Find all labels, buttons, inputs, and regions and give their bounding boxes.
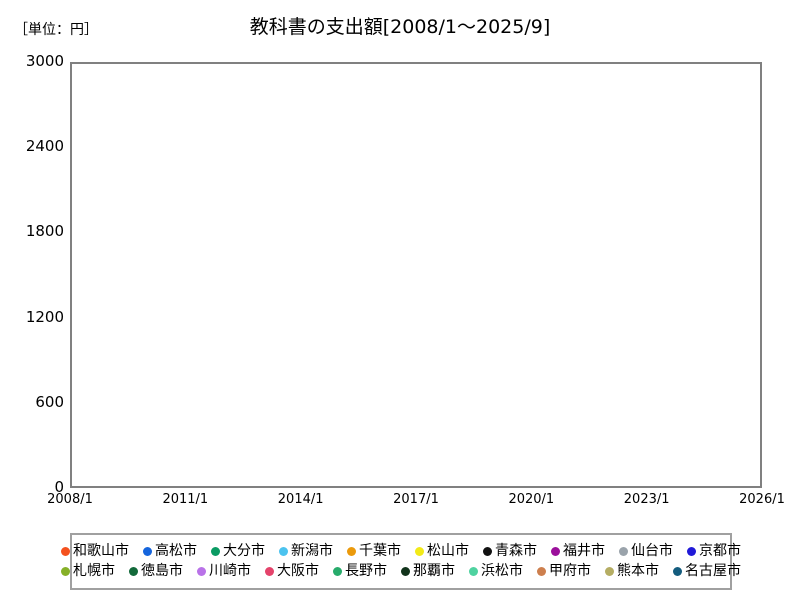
legend-marker-icon — [61, 546, 70, 556]
legend-item[interactable]: 千葉市 — [347, 544, 401, 558]
legend-label: 京都市 — [699, 543, 741, 559]
legend-label: 那覇市 — [413, 563, 455, 579]
legend-marker-icon — [483, 546, 492, 556]
unit-label: ［単位：円］ — [14, 22, 98, 38]
legend-marker-icon — [197, 566, 206, 576]
legend-marker-icon — [605, 566, 614, 576]
legend-item[interactable]: 和歌山市 — [61, 544, 129, 558]
legend-item[interactable]: 大阪市 — [265, 564, 319, 578]
legend-marker-icon — [61, 566, 70, 576]
x-axis-tick-labels: 2008/1 2011/1 2014/1 2017/1 2020/1 2023/1 2026… — [0, 492, 800, 514]
y-axis-tick-labels: 0 600 1200 1800 2400 3000 — [0, 52, 64, 496]
legend-label: 川崎市 — [209, 563, 251, 579]
legend-label: 新潟市 — [291, 543, 333, 559]
legend-label: 名古屋市 — [685, 563, 741, 579]
legend-marker-icon — [415, 546, 424, 556]
y-tick-label: 1800 — [25, 222, 64, 241]
legend-marker-icon — [619, 546, 628, 556]
legend-item[interactable]: 川崎市 — [197, 564, 251, 578]
legend-label: 仙台市 — [631, 543, 673, 559]
legend-item[interactable]: 名古屋市 — [673, 564, 741, 578]
legend-item[interactable]: 福井市 — [551, 544, 605, 558]
x-tick-label: 2011/1 — [162, 492, 209, 507]
legend-row-1: 和歌山市 高松市 大分市 新潟市 千葉市 松山市 青森市 福井市 仙台市 京都市 — [61, 541, 741, 561]
legend-item[interactable]: 新潟市 — [279, 544, 333, 558]
legend-item[interactable]: 熊本市 — [605, 564, 659, 578]
x-tick-label: 2008/1 — [47, 492, 93, 507]
legend-marker-icon — [265, 566, 274, 576]
legend-label: 和歌山市 — [73, 543, 129, 559]
legend-label: 松山市 — [427, 543, 469, 559]
legend-marker-icon — [537, 566, 546, 576]
legend-item[interactable]: 徳島市 — [129, 564, 183, 578]
y-tick-label: 1200 — [25, 307, 64, 326]
legend-item[interactable]: 大分市 — [211, 544, 265, 558]
x-tick-label: 2014/1 — [277, 492, 324, 507]
legend-marker-icon — [143, 546, 152, 556]
legend-label: 甲府市 — [549, 563, 591, 579]
legend-label: 長野市 — [345, 563, 387, 579]
x-tick-label: 2026/1 — [739, 492, 785, 507]
legend-label: 青森市 — [495, 543, 537, 559]
legend-label: 札幌市 — [73, 563, 115, 579]
y-tick-label: 0 — [54, 478, 64, 496]
legend-item[interactable]: 那覇市 — [401, 564, 455, 578]
legend-item[interactable]: 札幌市 — [61, 564, 115, 578]
legend-item[interactable]: 長野市 — [333, 564, 387, 578]
legend: 和歌山市 高松市 大分市 新潟市 千葉市 松山市 青森市 福井市 仙台市 京都市 札幌市 徳島市 川崎… — [61, 533, 741, 590]
y-tick-label: 3000 — [25, 52, 64, 70]
legend-marker-icon — [279, 546, 288, 556]
legend-label: 徳島市 — [141, 563, 183, 579]
legend-label: 浜松市 — [481, 563, 523, 579]
legend-marker-icon — [551, 546, 560, 556]
legend-marker-icon — [469, 566, 478, 576]
legend-label: 福井市 — [563, 543, 605, 559]
x-tick-label: 2023/1 — [623, 492, 670, 507]
legend-marker-icon — [687, 546, 696, 556]
legend-marker-icon — [333, 566, 342, 576]
plot-area — [70, 62, 762, 488]
legend-item[interactable]: 京都市 — [687, 544, 741, 558]
legend-label: 大分市 — [223, 543, 265, 559]
legend-row-2: 札幌市 徳島市 川崎市 大阪市 長野市 那覇市 浜松市 甲府市 熊本市 名古屋市 — [61, 561, 741, 581]
legend-item[interactable]: 仙台市 — [619, 544, 673, 558]
legend-label: 千葉市 — [359, 543, 401, 559]
legend-item[interactable]: 浜松市 — [469, 564, 523, 578]
x-tick-label: 2017/1 — [393, 492, 439, 507]
legend-marker-icon — [129, 566, 138, 576]
x-tick-label: 2020/1 — [508, 492, 555, 507]
legend-label: 大阪市 — [277, 563, 319, 579]
plot-frame-border — [70, 62, 762, 488]
legend-marker-icon — [401, 566, 410, 576]
legend-marker-icon — [211, 546, 220, 556]
legend-item[interactable]: 甲府市 — [537, 564, 591, 578]
legend-label: 熊本市 — [617, 563, 659, 579]
legend-marker-icon — [673, 566, 682, 576]
chart-title: 教科書の支出額[2008/1～2025/9] — [249, 16, 551, 38]
legend-item[interactable]: 高松市 — [143, 544, 197, 558]
legend-label: 高松市 — [155, 543, 197, 559]
legend-item[interactable]: 松山市 — [415, 544, 469, 558]
y-tick-label: 2400 — [25, 137, 64, 156]
legend-item[interactable]: 青森市 — [483, 544, 537, 558]
y-tick-label: 600 — [35, 392, 64, 411]
legend-marker-icon — [347, 546, 356, 556]
